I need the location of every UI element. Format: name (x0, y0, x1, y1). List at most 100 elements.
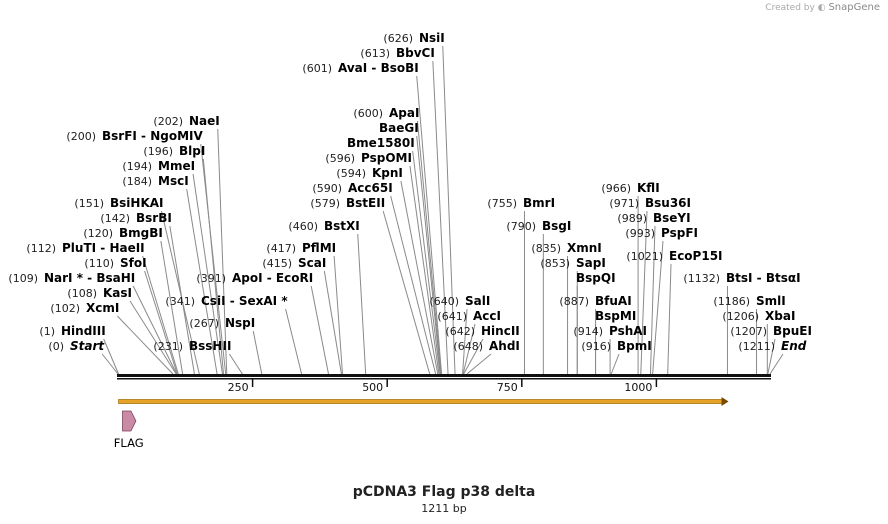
enzyme-acc65i[interactable]: Acc65I (348, 181, 393, 195)
enzyme-xbai[interactable]: XbaI (765, 309, 795, 323)
site-position-xmni: (835) (531, 242, 561, 255)
site-position-acc65i: (590) (312, 182, 342, 195)
cut-line-apoi-ecori (310, 285, 330, 375)
enzyme-pspomi[interactable]: PspOMI (361, 151, 412, 165)
orf-arrow-body[interactable] (118, 399, 723, 404)
enzyme-sali[interactable]: SalI (465, 294, 490, 308)
site-position-smli: (1186) (713, 295, 750, 308)
enzyme-bstxi[interactable]: BstXI (324, 219, 360, 233)
enzyme-bpuei[interactable]: BpuEI (773, 324, 812, 338)
site-position-blpi: (196) (143, 145, 173, 158)
site-position-bsrfi-ngomiv: (200) (66, 130, 96, 143)
enzyme-sapi[interactable]: SapI (576, 256, 606, 270)
enzyme-bsteii[interactable]: BstEII (346, 196, 385, 210)
enzyme-bmgbi[interactable]: BmgBI (119, 226, 163, 240)
enzyme-pspfi[interactable]: PspFI (661, 226, 698, 240)
enzyme-end[interactable]: End (781, 339, 807, 353)
enzyme-bsrfi-ngomiv[interactable]: BsrFI - NgoMIV (102, 129, 203, 143)
flag-feature[interactable] (122, 410, 137, 432)
enzyme-apai[interactable]: ApaI (389, 106, 419, 120)
enzyme-hindiii[interactable]: HindIII (61, 324, 106, 338)
site-position-kfli: (966) (601, 182, 631, 195)
cut-line-bsu36i (640, 210, 648, 375)
site-position-bpmi: (916) (581, 340, 611, 353)
enzyme-bsrbi[interactable]: BsrBI (136, 211, 172, 225)
site-position-pspomi: (596) (325, 152, 355, 165)
enzyme-blpi[interactable]: BlpI (179, 144, 205, 158)
site-position-ahdi: (648) (453, 340, 483, 353)
enzyme-pshai[interactable]: PshAI (609, 324, 647, 338)
enzyme-csii-sexai[interactable]: CsiI - SexAI * (201, 294, 288, 308)
enzyme-btsi-bts-i[interactable]: BtsI - BtsαI (726, 271, 801, 285)
enzyme-scai[interactable]: ScaI (298, 256, 326, 270)
enzyme-bsshii[interactable]: BssHII (189, 339, 231, 353)
enzyme-naei[interactable]: NaeI (189, 114, 220, 128)
enzyme-pluti-haeii[interactable]: PluTI - HaeII (62, 241, 145, 255)
enzyme-bbvci[interactable]: BbvCI (396, 46, 435, 60)
cut-line-bme1580i (412, 150, 441, 375)
features: FLAG (114, 397, 729, 450)
site-position-bsteii: (579) (310, 197, 340, 210)
site-position-apai: (600) (353, 107, 383, 120)
site-position-end: (1211) (738, 340, 775, 353)
enzyme-mmei[interactable]: MmeI (158, 159, 195, 173)
enzyme-bsu36i[interactable]: Bsu36I (645, 196, 691, 210)
enzyme-xcmi[interactable]: XcmI (86, 301, 119, 315)
cut-line-nari-bsahi (132, 285, 178, 375)
site-position-pspfi: (993) (625, 227, 655, 240)
enzyme-bspmi[interactable]: BspMI (595, 309, 636, 323)
enzyme-kfli[interactable]: KflI (637, 181, 660, 195)
site-position-kpni: (594) (336, 167, 366, 180)
site-position-hindiii: (1) (39, 325, 55, 338)
flag-feature-label: FLAG (114, 436, 144, 450)
site-position-apoi-ecori: (391) (196, 272, 226, 285)
enzyme-bpmi[interactable]: BpmI (617, 339, 652, 353)
enzyme-kpni[interactable]: KpnI (372, 166, 403, 180)
site-position-bmgbi: (120) (83, 227, 113, 240)
site-position-sapi: (853) (540, 257, 570, 270)
cut-line-pspfi (652, 240, 664, 375)
enzyme-bme1580i[interactable]: Bme1580I (347, 136, 415, 150)
site-position-bpuei: (1207) (730, 325, 767, 338)
enzyme-kasi[interactable]: KasI (103, 286, 132, 300)
site-position-xcmi: (102) (50, 302, 80, 315)
enzyme-bfuai[interactable]: BfuAI (595, 294, 632, 308)
enzyme-baegi[interactable]: BaeGI (379, 121, 419, 135)
enzyme-bspqi[interactable]: BspQI (576, 271, 616, 285)
enzyme-bsihkai[interactable]: BsiHKAI (110, 196, 164, 210)
cut-line-ecop15i (667, 263, 672, 375)
plasmid-title: pCDNA3 Flag p38 delta (352, 484, 536, 500)
enzyme-apoi-ecori[interactable]: ApoI - EcoRI (232, 271, 313, 285)
enzyme-pflmi[interactable]: PflMI (302, 241, 336, 255)
cut-line-baegi (416, 135, 441, 375)
cut-line-bsteii (382, 210, 431, 375)
enzyme-xmni[interactable]: XmnI (567, 241, 602, 255)
enzyme-bsgi[interactable]: BsgI (542, 219, 571, 233)
enzyme-avai-bsobi[interactable]: AvaI - BsoBI (338, 61, 419, 75)
enzyme-hincii[interactable]: HincII (481, 324, 520, 338)
enzyme-acci[interactable]: AccI (473, 309, 501, 323)
cut-line-pluti-haeii (142, 255, 179, 375)
ruler: 250 500 750 1000 (228, 379, 658, 394)
enzyme-bmri[interactable]: BmrI (523, 196, 555, 210)
enzyme-nspi[interactable]: NspI (225, 316, 255, 330)
branding-prefix: Created by (765, 3, 815, 13)
cut-line-bsrfi-ngomiv (200, 143, 227, 375)
cut-line-sali (462, 308, 468, 375)
cut-line-bsihkai (161, 210, 200, 375)
enzyme-smli[interactable]: SmlI (756, 294, 786, 308)
enzyme-ahdi[interactable]: AhdI (489, 339, 520, 353)
enzyme-nari-bsahi[interactable]: NarI * - BsaHI (44, 271, 135, 285)
enzyme-nsii[interactable]: NsiI (419, 31, 445, 45)
enzyme-bseyi[interactable]: BseYI (653, 211, 691, 225)
cut-line-hincii (463, 338, 484, 375)
site-position-avai-bsobi: (601) (302, 62, 332, 75)
enzyme-ecop15i[interactable]: EcoP15I (669, 249, 723, 263)
enzyme-sfoi[interactable]: SfoI (120, 256, 147, 270)
enzyme-msci[interactable]: MscI (158, 174, 189, 188)
site-position-pluti-haeii: (112) (26, 242, 56, 255)
enzyme-start[interactable]: Start (70, 339, 105, 353)
enzyme-labels: (0) Start (1) HindIII (102) XcmI(108) KasI (109… (8, 31, 812, 353)
site-position-btsi-bts-i: (1132) (683, 272, 720, 285)
